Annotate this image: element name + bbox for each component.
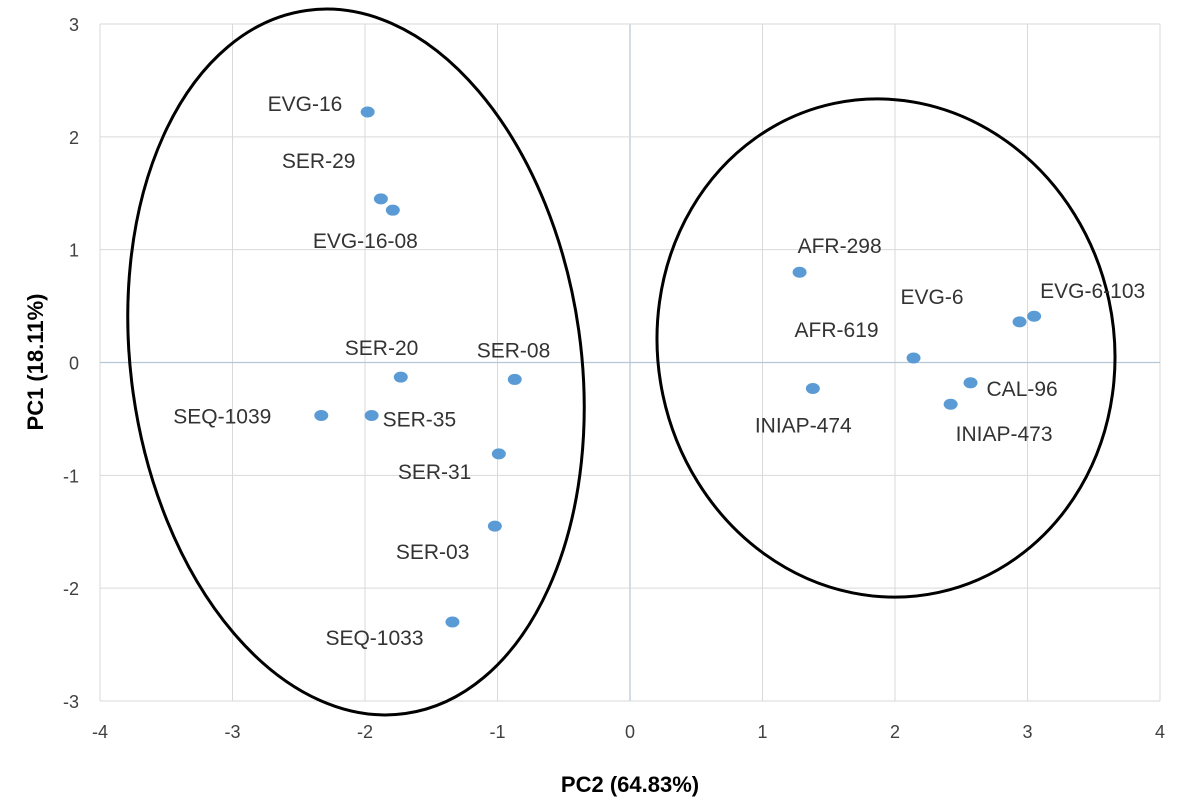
data-point [360, 106, 375, 118]
x-axis-title: PC2 (64.83%) [561, 772, 699, 797]
x-tick-label: 1 [757, 722, 767, 742]
x-tick-label: 4 [1155, 722, 1165, 742]
point-label: SER-35 [383, 409, 457, 432]
point-label: SER-08 [477, 339, 551, 362]
point-label: SER-03 [396, 541, 470, 564]
data-point [373, 193, 388, 205]
cluster-ellipses [126, 7, 1117, 717]
tick-labels: -4 -3 -2 -1 0 1 2 3 4 3 2 1 0 -1 -2 -3 [63, 15, 1165, 742]
x-tick-label: -4 [92, 722, 108, 742]
point-label: EVG-16 [268, 93, 343, 116]
data-point [1027, 310, 1042, 322]
y-tick-label: 1 [69, 241, 79, 261]
y-tick-label: -3 [63, 692, 79, 712]
data-point [805, 382, 820, 394]
data-point [393, 371, 408, 383]
cluster-ellipse-left [126, 7, 586, 717]
point-label: EVG-16-08 [313, 230, 418, 253]
data-point [491, 448, 506, 460]
x-tick-label: -2 [357, 722, 373, 742]
point-label: CAL-96 [987, 378, 1058, 401]
point-label: SER-31 [398, 461, 472, 484]
data-point [507, 373, 522, 385]
point-label: SEQ-1033 [325, 627, 423, 650]
y-tick-label: -1 [63, 466, 79, 486]
data-point [385, 204, 400, 216]
point-label: INIAP-474 [755, 414, 852, 437]
data-point [314, 410, 329, 422]
data-point [906, 352, 921, 364]
x-tick-label: 2 [890, 722, 900, 742]
data-points [314, 106, 1042, 628]
point-labels: EVG-16 SER-29 EVG-16-08 SER-20 SER-08 SEQ-103… [173, 93, 1145, 650]
data-point [963, 377, 978, 389]
point-label: INIAP-473 [956, 423, 1053, 446]
grid-lines [99, 23, 1161, 702]
y-tick-label: 3 [69, 15, 79, 35]
point-label: AFR-298 [798, 235, 882, 258]
data-point [1012, 316, 1027, 328]
point-label: SER-29 [282, 150, 356, 173]
x-tick-label: 0 [625, 722, 635, 742]
x-tick-label: -1 [489, 722, 505, 742]
data-point [792, 266, 807, 278]
y-axis-title: PC1 (18.11%) [23, 294, 48, 431]
data-point [364, 410, 379, 422]
point-label: EVG-6-103 [1040, 280, 1145, 303]
cluster-ellipse-right [655, 97, 1117, 599]
point-label: SEQ-1039 [173, 406, 271, 429]
y-tick-label: -2 [63, 579, 79, 599]
x-tick-label: -3 [224, 722, 240, 742]
data-point [445, 616, 460, 628]
data-point [487, 520, 502, 532]
y-tick-label: 2 [69, 128, 79, 148]
y-tick-label: 0 [69, 354, 79, 374]
x-tick-label: 3 [1022, 722, 1032, 742]
point-label: EVG-6 [901, 286, 964, 309]
point-label: AFR-619 [795, 319, 879, 342]
point-label: SER-20 [345, 337, 419, 360]
data-point [943, 398, 958, 410]
